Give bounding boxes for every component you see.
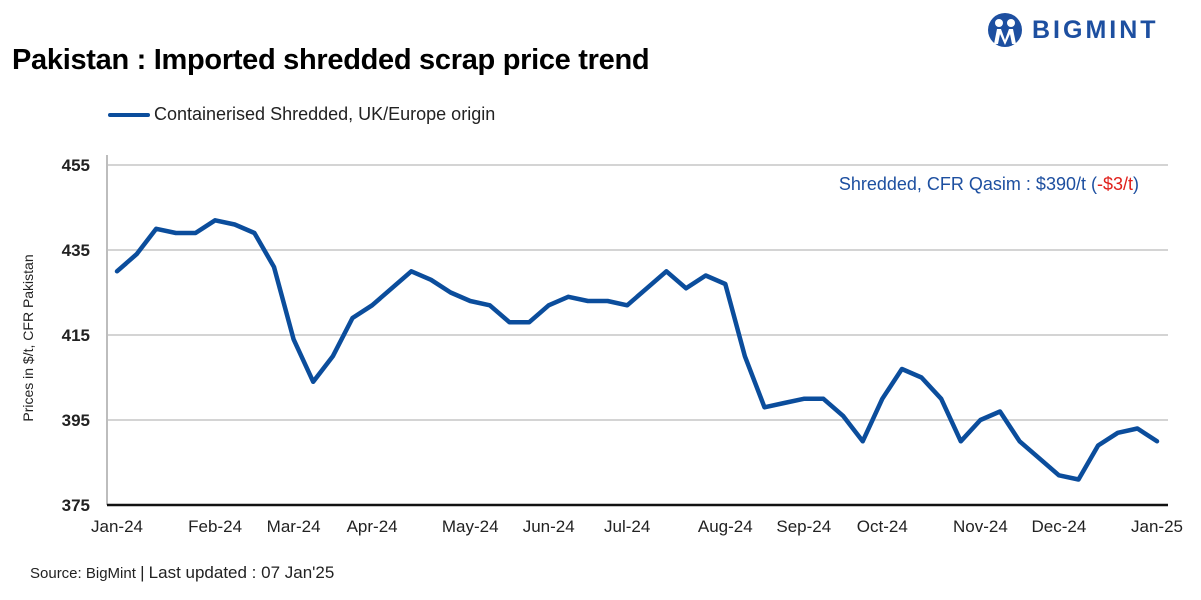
annotation-close: ) <box>1133 174 1139 194</box>
footer: Source: BigMint | Last updated : 07 Jan'… <box>30 563 334 583</box>
x-tick-label: May-24 <box>442 517 499 536</box>
y-tick-label: 415 <box>62 326 90 345</box>
x-tick-label: Apr-24 <box>347 517 398 536</box>
x-tick-label: Nov-24 <box>953 517 1008 536</box>
x-tick-label: Aug-24 <box>698 517 753 536</box>
x-tick-label: Jan-25 <box>1131 517 1183 536</box>
footer-separator: | <box>140 563 145 582</box>
annotation-change: -$3/t <box>1096 174 1133 194</box>
y-tick-label: 395 <box>62 411 90 430</box>
legend: Containerised Shredded, UK/Europe origin <box>108 104 495 125</box>
chart-title: Pakistan : Imported shredded scrap price… <box>12 44 650 76</box>
y-tick-label: 375 <box>62 496 90 515</box>
source-text: Source: BigMint <box>30 565 136 582</box>
x-tick-label: Jan-24 <box>91 517 143 536</box>
logo-people-icon <box>988 13 1022 47</box>
x-tick-label: Sep-24 <box>776 517 831 536</box>
y-tick-label: 435 <box>62 241 90 260</box>
x-tick-label: Oct-24 <box>857 517 908 536</box>
legend-label: Containerised Shredded, UK/Europe origin <box>154 104 496 124</box>
x-tick-label: Mar-24 <box>267 517 321 536</box>
legend-line-swatch <box>108 112 150 117</box>
x-tick-label: Dec-24 <box>1031 517 1086 536</box>
bigmint-logo: BIGMINT <box>986 12 1159 48</box>
annotation-main: Shredded, CFR Qasim : $390/t ( <box>838 174 1097 194</box>
x-tick-label: Feb-24 <box>188 517 242 536</box>
series-line <box>114 218 1160 482</box>
logo-text: BIGMINT <box>1032 15 1159 44</box>
y-tick-label: 455 <box>62 156 90 175</box>
price-annotation: Shredded, CFR Qasim : $390/t (-$3/t) <box>839 174 1139 195</box>
x-tick-label: Jul-24 <box>604 517 650 536</box>
last-updated-text: Last updated : 07 Jan'25 <box>148 563 335 582</box>
x-tick-label: Jun-24 <box>523 517 575 536</box>
